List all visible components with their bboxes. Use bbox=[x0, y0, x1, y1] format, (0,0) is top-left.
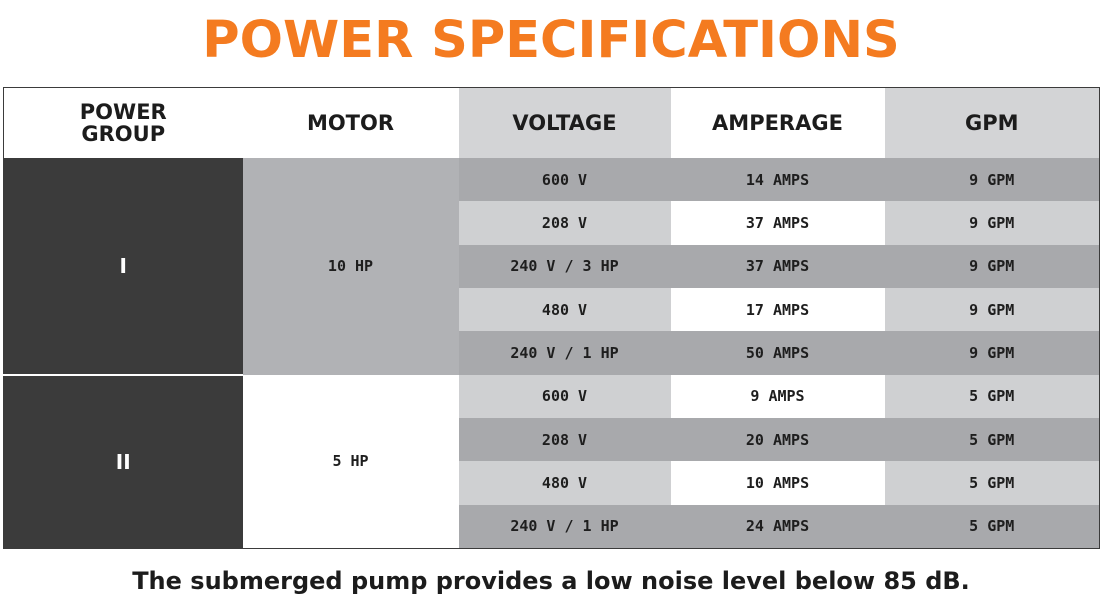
voltage-cell: 240 V / 3 HP bbox=[458, 244, 671, 288]
amperage-cell: 17 AMPS bbox=[670, 287, 885, 332]
voltage-cell: 240 V / 1 HP bbox=[458, 504, 671, 549]
voltage-cell: 208 V bbox=[458, 417, 671, 462]
table-row: 240 V / 1 HP 24 AMPS 5 GPM bbox=[4, 504, 1100, 549]
header-row: POWER GROUP MOTOR VOLTAGE AMPERAGE GPM bbox=[3, 87, 1100, 158]
table-row: 240 V / 1 HP 50 AMPS 9 GPM bbox=[4, 331, 1100, 375]
amperage-cell: 9 AMPS bbox=[670, 374, 885, 418]
header-power-group-label: POWER GROUP bbox=[79, 100, 167, 146]
table-row: 208 V 37 AMPS 9 GPM bbox=[4, 201, 1100, 245]
table-row: I 10 HP 600 V 14 AMPS 9 GPM bbox=[3, 158, 1100, 375]
amperage-cell: 10 AMPS bbox=[670, 461, 885, 505]
table-row: 480 V 17 AMPS 9 GPM bbox=[4, 287, 1100, 332]
header-voltage: VOLTAGE bbox=[458, 87, 671, 158]
voltage-cell: 480 V bbox=[458, 461, 671, 505]
voltage-cell: 600 V bbox=[458, 374, 671, 418]
voltage-cell: 240 V / 1 HP bbox=[458, 331, 671, 375]
header-amperage: AMPERAGE bbox=[670, 87, 885, 158]
power-group-cell: II bbox=[3, 373, 243, 549]
amperage-cell: 14 AMPS bbox=[670, 158, 885, 202]
motor-cell: 5 HP bbox=[242, 374, 459, 549]
header-motor: MOTOR bbox=[242, 87, 459, 158]
voltage-cell: 480 V bbox=[458, 287, 671, 332]
table-row: 480 V 10 AMPS 5 GPM bbox=[4, 461, 1100, 505]
voltage-cell: 600 V bbox=[458, 158, 671, 202]
noise-level-note: The submerged pump provides a low noise … bbox=[132, 567, 970, 595]
gpm-cell: 5 GPM bbox=[884, 461, 1100, 505]
header-power-group: POWER GROUP bbox=[3, 87, 243, 158]
table-row: 240 V / 3 HP 37 AMPS 9 GPM bbox=[4, 244, 1100, 288]
power-specifications-table: POWER GROUP MOTOR VOLTAGE AMPERAGE GPM I… bbox=[3, 87, 1100, 549]
power-group-cell: I bbox=[3, 158, 243, 375]
amperage-cell: 24 AMPS bbox=[670, 504, 885, 549]
table-row: II 5 HP 600 V 9 AMPS 5 GPM bbox=[3, 373, 1100, 549]
gpm-cell: 5 GPM bbox=[884, 374, 1100, 418]
table-row: 208 V 20 AMPS 5 GPM bbox=[4, 417, 1100, 462]
gpm-cell: 9 GPM bbox=[884, 158, 1100, 202]
page-title: POWER SPECIFICATIONS bbox=[202, 11, 900, 70]
gpm-cell: 9 GPM bbox=[884, 244, 1100, 288]
header-gpm: GPM bbox=[884, 87, 1100, 158]
gpm-cell: 5 GPM bbox=[884, 417, 1100, 462]
gpm-cell: 5 GPM bbox=[884, 504, 1100, 549]
gpm-cell: 9 GPM bbox=[884, 201, 1100, 245]
voltage-cell: 208 V bbox=[458, 201, 671, 245]
motor-cell: 10 HP bbox=[242, 158, 459, 375]
amperage-cell: 20 AMPS bbox=[670, 417, 885, 462]
gpm-cell: 9 GPM bbox=[884, 331, 1100, 375]
gpm-cell: 9 GPM bbox=[884, 287, 1100, 332]
amperage-cell: 50 AMPS bbox=[670, 331, 885, 375]
amperage-cell: 37 AMPS bbox=[670, 201, 885, 245]
amperage-cell: 37 AMPS bbox=[670, 244, 885, 288]
